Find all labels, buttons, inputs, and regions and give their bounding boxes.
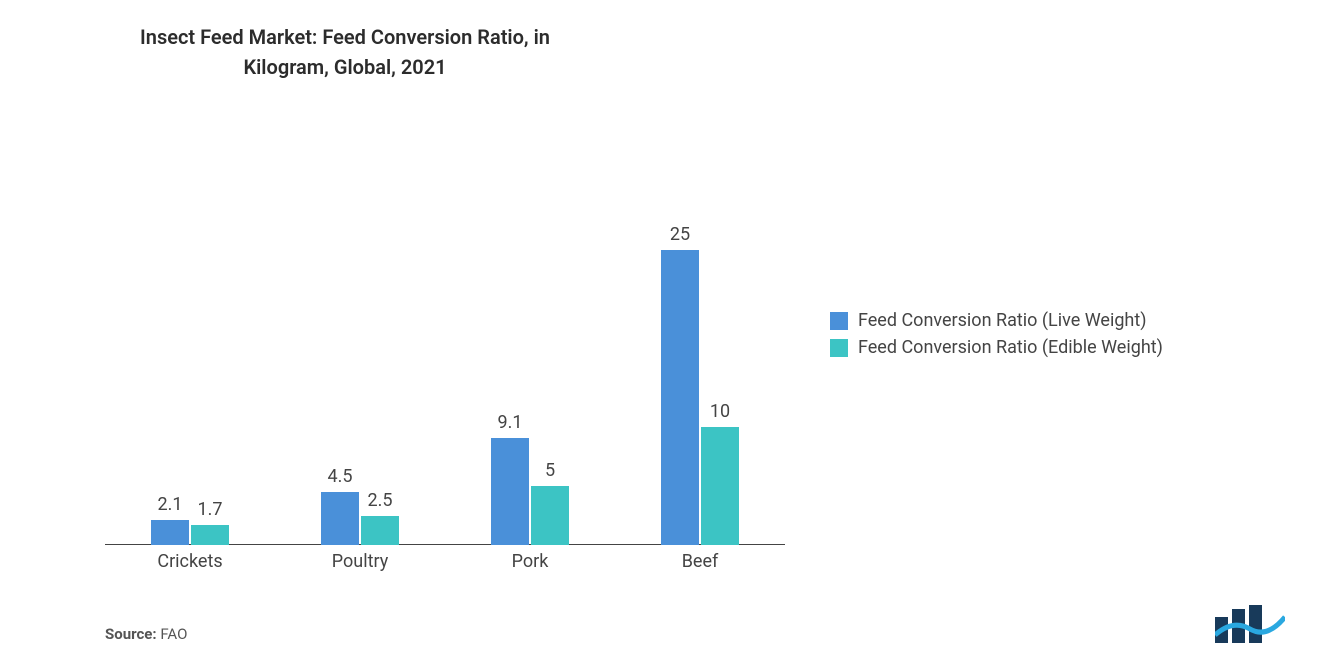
category-label: Crickets — [157, 551, 222, 572]
category-label: Beef — [682, 551, 719, 572]
legend-item-edible: Feed Conversion Ratio (Edible Weight) — [830, 337, 1163, 358]
bar-live-pork: 9.1 — [491, 438, 529, 545]
bar-live-crickets: 2.1 — [151, 520, 189, 545]
bar-edible-pork: 5 — [531, 486, 569, 545]
chart-title: Insect Feed Market: Feed Conversion Rati… — [105, 22, 585, 82]
bar-pair: 9.1 5 — [491, 438, 569, 545]
chart-container: Insect Feed Market: Feed Conversion Rati… — [0, 0, 1320, 665]
bar-value-label: 10 — [710, 401, 730, 422]
source-label: Source: — [105, 625, 157, 643]
legend-swatch — [830, 312, 848, 330]
bar-value-label: 25 — [670, 224, 690, 245]
bar-value-label: 4.5 — [328, 466, 353, 487]
legend: Feed Conversion Ratio (Live Weight) Feed… — [830, 310, 1163, 358]
bar-edible-poultry: 2.5 — [361, 516, 399, 546]
brand-logo — [1215, 605, 1285, 643]
bar-edible-beef: 10 — [701, 427, 739, 545]
category-label: Pork — [512, 551, 549, 572]
bar-value-label: 2.1 — [158, 494, 183, 515]
bar-live-poultry: 4.5 — [321, 492, 359, 545]
legend-item-live: Feed Conversion Ratio (Live Weight) — [830, 310, 1163, 331]
bar-value-label: 2.5 — [368, 490, 393, 511]
bar-edible-crickets: 1.7 — [191, 525, 229, 545]
source-value: FAO — [160, 625, 187, 643]
bar-value-label: 9.1 — [498, 412, 523, 433]
bar-value-label: 5 — [545, 460, 555, 481]
bar-live-beef: 25 — [661, 250, 699, 545]
legend-swatch — [830, 339, 848, 357]
category-label: Poultry — [332, 551, 388, 572]
legend-label: Feed Conversion Ratio (Live Weight) — [858, 310, 1147, 331]
bar-pair: 4.5 2.5 — [321, 492, 399, 545]
bar-pair: 25 10 — [661, 250, 739, 545]
plot-area: 2.1 1.7 Crickets 4.5 2.5 Poultry — [105, 250, 785, 545]
source-line: Source: FAO — [105, 625, 187, 643]
bar-value-label: 1.7 — [198, 499, 223, 520]
bar-pair: 2.1 1.7 — [151, 520, 229, 545]
legend-label: Feed Conversion Ratio (Edible Weight) — [858, 337, 1163, 358]
